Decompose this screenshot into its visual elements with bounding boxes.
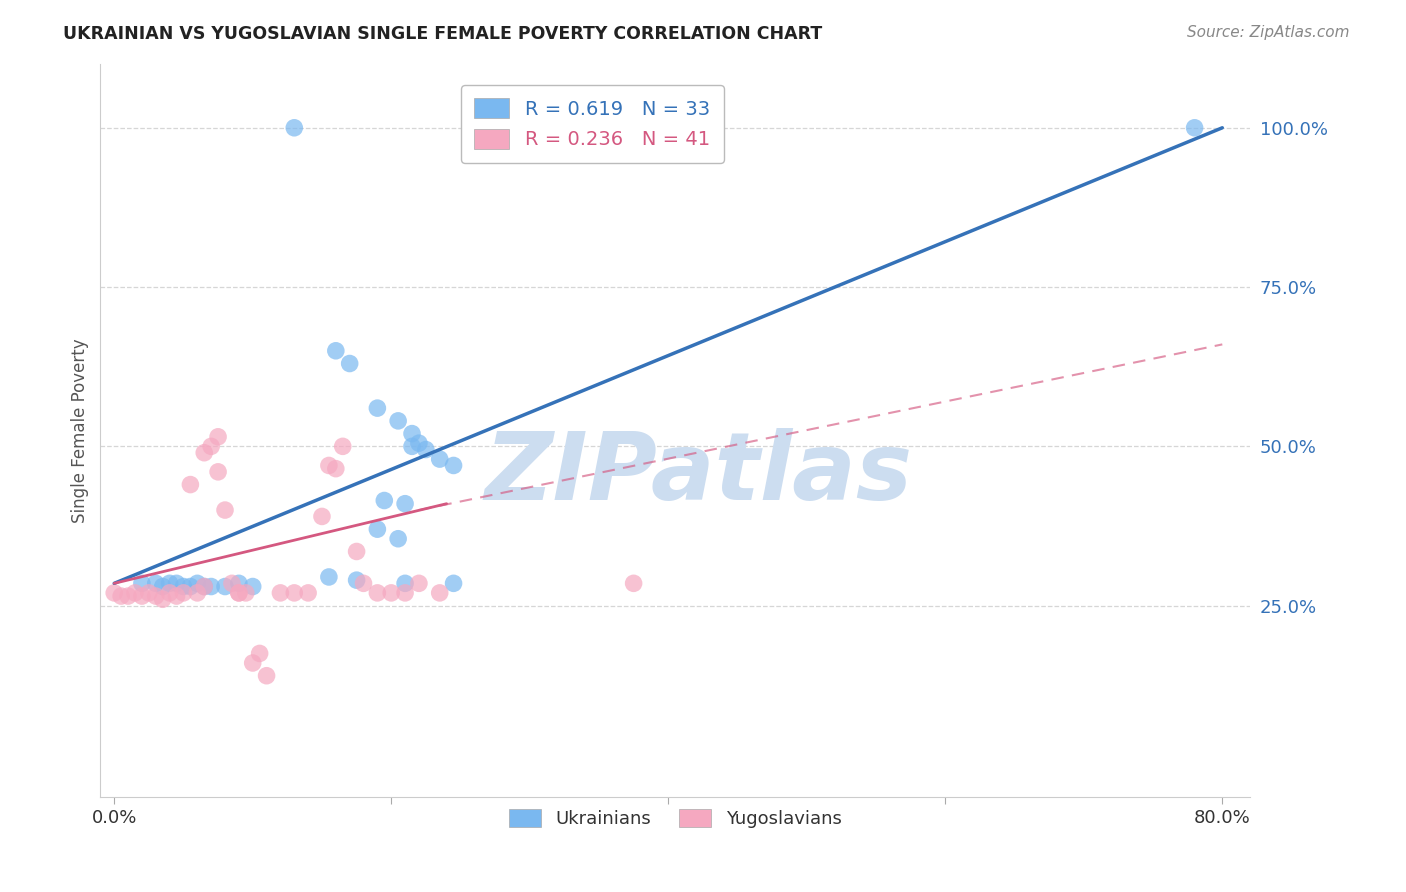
Point bbox=[131, 589, 153, 603]
Point bbox=[429, 452, 451, 467]
Point bbox=[152, 592, 174, 607]
Point bbox=[103, 586, 125, 600]
Point bbox=[387, 532, 409, 546]
Point bbox=[200, 580, 222, 594]
Point bbox=[193, 446, 215, 460]
Point bbox=[256, 669, 278, 683]
Point bbox=[152, 580, 174, 594]
Point bbox=[394, 497, 416, 511]
Point bbox=[283, 586, 305, 600]
Point bbox=[214, 580, 236, 594]
Point bbox=[110, 589, 132, 603]
Point bbox=[228, 586, 250, 600]
Point bbox=[145, 589, 167, 603]
Point bbox=[159, 576, 181, 591]
Point bbox=[387, 414, 409, 428]
Point bbox=[318, 458, 340, 473]
Point bbox=[380, 586, 402, 600]
Point bbox=[366, 522, 388, 536]
Point bbox=[408, 436, 430, 450]
Point bbox=[346, 544, 368, 558]
Point bbox=[207, 430, 229, 444]
Point bbox=[242, 656, 264, 670]
Point bbox=[318, 570, 340, 584]
Point bbox=[325, 343, 347, 358]
Point bbox=[346, 573, 368, 587]
Point bbox=[166, 576, 188, 591]
Point bbox=[179, 580, 201, 594]
Point bbox=[353, 576, 375, 591]
Point bbox=[429, 586, 451, 600]
Point bbox=[325, 461, 347, 475]
Point bbox=[249, 647, 271, 661]
Point bbox=[394, 586, 416, 600]
Point bbox=[297, 586, 319, 600]
Point bbox=[623, 576, 645, 591]
Text: UKRAINIAN VS YUGOSLAVIAN SINGLE FEMALE POVERTY CORRELATION CHART: UKRAINIAN VS YUGOSLAVIAN SINGLE FEMALE P… bbox=[63, 25, 823, 43]
Legend: Ukrainians, Yugoslavians: Ukrainians, Yugoslavians bbox=[502, 802, 849, 836]
Point bbox=[228, 576, 250, 591]
Point bbox=[415, 442, 437, 457]
Y-axis label: Single Female Poverty: Single Female Poverty bbox=[72, 338, 89, 523]
Point bbox=[200, 439, 222, 453]
Point bbox=[193, 580, 215, 594]
Point bbox=[207, 465, 229, 479]
Point bbox=[443, 576, 465, 591]
Text: Source: ZipAtlas.com: Source: ZipAtlas.com bbox=[1187, 25, 1350, 40]
Point bbox=[193, 580, 215, 594]
Point bbox=[242, 580, 264, 594]
Point bbox=[172, 580, 194, 594]
Point bbox=[269, 586, 291, 600]
Point bbox=[124, 586, 146, 600]
Point bbox=[443, 458, 465, 473]
Point bbox=[401, 439, 423, 453]
Point bbox=[228, 586, 250, 600]
Point bbox=[283, 120, 305, 135]
Point bbox=[172, 586, 194, 600]
Point bbox=[179, 477, 201, 491]
Point bbox=[311, 509, 333, 524]
Point bbox=[408, 576, 430, 591]
Point bbox=[214, 503, 236, 517]
Point bbox=[373, 493, 395, 508]
Point bbox=[159, 586, 181, 600]
Point bbox=[186, 586, 208, 600]
Point bbox=[138, 586, 160, 600]
Point bbox=[145, 576, 167, 591]
Point bbox=[166, 589, 188, 603]
Point bbox=[131, 576, 153, 591]
Point bbox=[1184, 120, 1206, 135]
Point bbox=[332, 439, 354, 453]
Point bbox=[235, 586, 257, 600]
Point bbox=[117, 589, 139, 603]
Point bbox=[221, 576, 243, 591]
Point bbox=[366, 401, 388, 416]
Point bbox=[186, 576, 208, 591]
Point bbox=[394, 576, 416, 591]
Point bbox=[401, 426, 423, 441]
Point bbox=[339, 357, 361, 371]
Text: ZIPatlas: ZIPatlas bbox=[484, 428, 912, 520]
Point bbox=[366, 586, 388, 600]
